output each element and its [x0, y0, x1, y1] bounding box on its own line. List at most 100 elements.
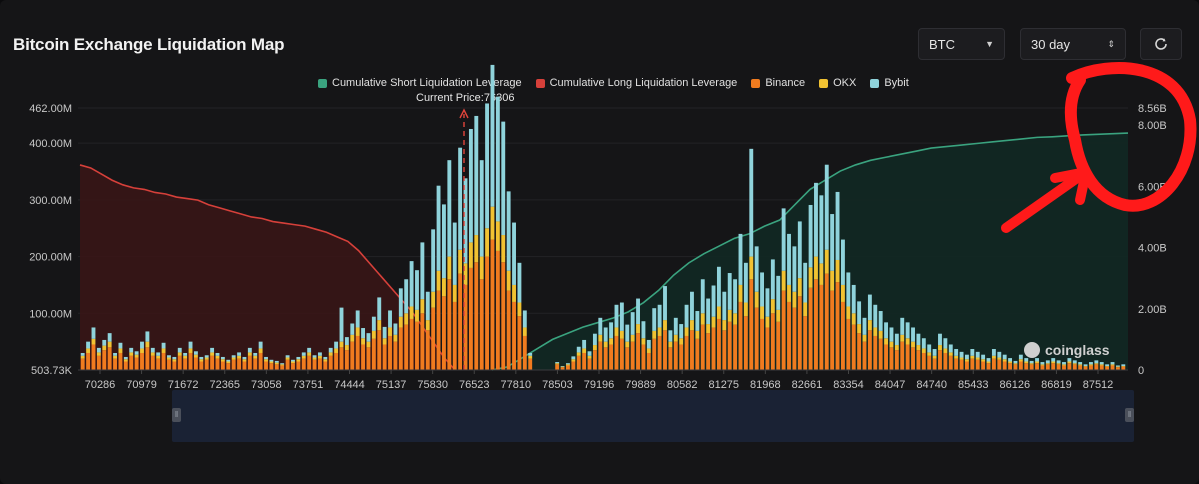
- bar-binance: [900, 341, 905, 370]
- x-tick-label: 81968: [750, 379, 781, 391]
- bar-okx: [102, 345, 107, 351]
- bar-binance: [274, 364, 279, 370]
- y-left-tick-label: 300.00M: [29, 195, 72, 207]
- bar-bybit: [177, 347, 182, 353]
- bar-binance: [177, 355, 182, 370]
- bar-bybit: [646, 339, 651, 349]
- bar-binance: [566, 365, 570, 370]
- bar-binance: [96, 355, 101, 370]
- bar-bybit: [512, 222, 516, 285]
- bar-binance: [118, 352, 123, 370]
- bar-binance: [819, 284, 824, 370]
- bar-okx: [301, 355, 306, 359]
- bar-binance: [959, 359, 964, 370]
- bar-okx: [269, 361, 274, 364]
- bar-binance: [398, 327, 403, 370]
- bar-binance: [80, 358, 85, 370]
- bar-bybit: [1089, 362, 1093, 365]
- bar-binance: [393, 341, 398, 370]
- legend-item-long[interactable]: Cumulative Long Liquidation Leverage: [535, 77, 737, 89]
- bar-bybit: [1099, 362, 1104, 365]
- bar-bybit: [630, 312, 635, 335]
- bar-binance: [490, 239, 495, 370]
- bar-bybit: [274, 360, 279, 363]
- bar-okx: [695, 330, 700, 339]
- zoom-handle-left[interactable]: ‖: [172, 408, 181, 422]
- bar-bybit: [700, 279, 705, 314]
- symbol-select[interactable]: BTC ▼: [918, 28, 1005, 60]
- legend-item-short[interactable]: Cumulative Short Liquidation Leverage: [318, 77, 522, 89]
- bar-binance: [1035, 363, 1039, 370]
- bar-bybit: [824, 164, 829, 250]
- bar-bybit: [927, 344, 932, 353]
- bar-bybit: [172, 356, 177, 360]
- bar-binance: [188, 352, 193, 370]
- bar-bybit: [716, 266, 721, 307]
- legend-item-bybit[interactable]: Bybit: [870, 77, 909, 89]
- range-select[interactable]: 30 day ⇕: [1020, 28, 1126, 60]
- bar-bybit: [592, 333, 597, 346]
- zoom-handle-right[interactable]: ‖: [1125, 408, 1134, 422]
- bar-okx: [409, 306, 414, 319]
- bar-binance: [765, 327, 770, 370]
- legend-item-binance[interactable]: Binance: [751, 77, 805, 89]
- bar-okx: [830, 270, 835, 291]
- bar-binance: [948, 355, 953, 370]
- bar-bybit: [679, 324, 684, 339]
- legend-item-okx[interactable]: OKX: [819, 77, 856, 89]
- legend-swatch-bybit: [870, 78, 880, 88]
- bar-binance: [215, 358, 220, 370]
- zoom-scrollbar[interactable]: ‖ ‖: [172, 390, 1134, 442]
- bar-binance: [382, 344, 387, 370]
- bar-bybit: [280, 363, 285, 365]
- bar-okx: [226, 361, 231, 364]
- bar-okx: [312, 357, 317, 360]
- bar-bybit: [1121, 364, 1126, 367]
- x-tick-label: 78503: [542, 379, 573, 391]
- bar-binance: [431, 307, 436, 370]
- bar-binance: [749, 279, 754, 370]
- bar-bybit: [916, 333, 921, 346]
- bar-okx: [921, 348, 926, 353]
- bar-bybit: [522, 310, 527, 328]
- bar-okx: [911, 341, 915, 348]
- bar-binance: [1110, 365, 1115, 370]
- bar-binance: [296, 361, 301, 370]
- bar-bybit: [765, 288, 770, 317]
- refresh-button[interactable]: [1140, 28, 1182, 60]
- x-tick-label: 85433: [958, 379, 989, 391]
- bar-okx: [118, 348, 123, 353]
- bar-bybit: [355, 310, 360, 328]
- bar-bybit: [981, 354, 986, 360]
- chevron-updown-icon: ⇕: [1107, 38, 1115, 49]
- bar-binance: [609, 344, 614, 370]
- bar-okx: [485, 228, 490, 257]
- bar-okx: [797, 278, 802, 297]
- bar-bybit: [377, 297, 382, 321]
- bar-binance: [889, 347, 894, 370]
- bar-bybit: [1018, 354, 1023, 360]
- short-cumulative-line: [491, 132, 1129, 371]
- bar-okx: [792, 291, 797, 308]
- bar-okx: [776, 309, 781, 322]
- bar-bybit: [317, 352, 322, 356]
- bar-bybit: [307, 347, 312, 353]
- bar-binance: [145, 347, 150, 370]
- y-right-tick-label: 8.00B: [1138, 120, 1167, 132]
- bar-okx: [630, 334, 635, 342]
- bar-bybit: [382, 326, 387, 339]
- bar-binance: [204, 359, 209, 370]
- bar-bybit: [603, 327, 608, 342]
- bar-bybit: [495, 96, 500, 222]
- bar-bybit: [1072, 360, 1077, 364]
- bar-okx: [415, 309, 419, 322]
- bar-binance: [253, 358, 258, 370]
- bar-bybit: [436, 185, 441, 271]
- x-tick-label: 81275: [708, 379, 739, 391]
- bar-okx: [339, 341, 344, 348]
- bar-binance: [840, 301, 845, 370]
- bar-binance: [91, 344, 96, 370]
- bar-binance: [625, 347, 630, 370]
- refresh-icon: [1155, 38, 1167, 50]
- bar-binance: [1056, 364, 1061, 370]
